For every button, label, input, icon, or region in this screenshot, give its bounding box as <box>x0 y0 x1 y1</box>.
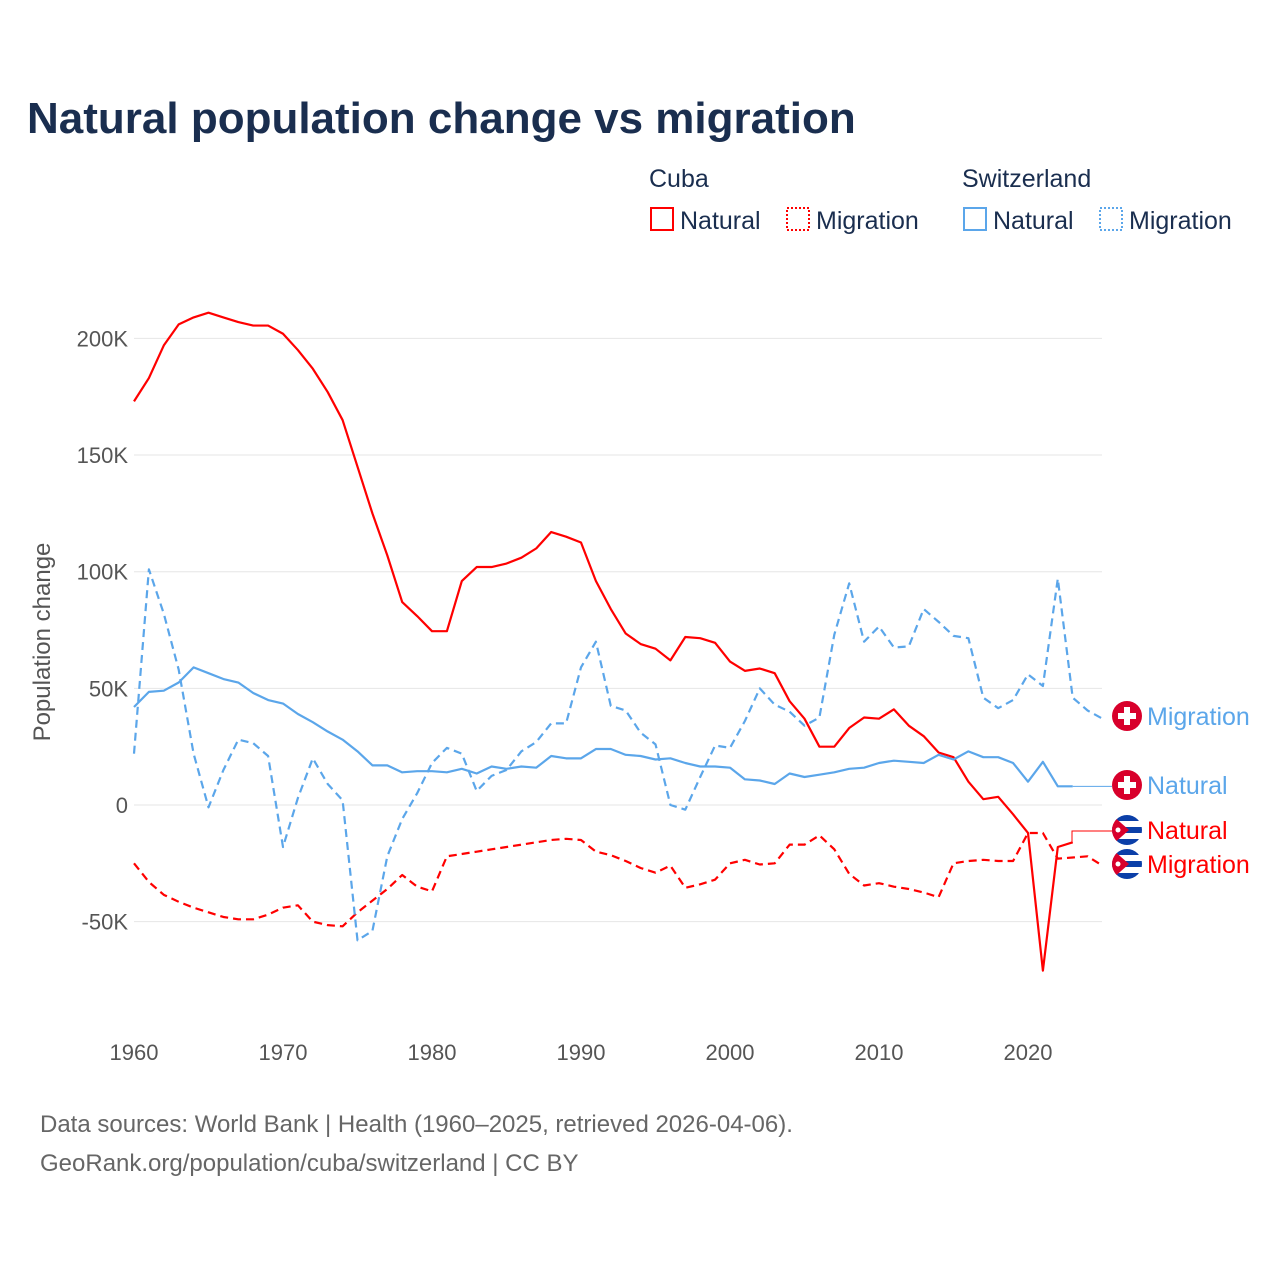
series-line-switzerland-migration <box>132 568 1104 942</box>
y-tick-label: 100K <box>77 560 129 585</box>
legend-swatch-cuba-natural <box>650 207 674 231</box>
series-line-switzerland-natural <box>133 666 1073 788</box>
legend-swatch-switzerland-migration <box>1099 207 1123 231</box>
series-line-cuba-migration <box>133 831 1104 928</box>
end-labels: Migration Natural Natural Migration <box>1112 701 1250 879</box>
y-tick-label: -50K <box>82 910 129 935</box>
x-tick-label: 1990 <box>557 1040 606 1065</box>
x-tick-label: 2000 <box>706 1040 755 1065</box>
gridlines <box>134 337 1102 923</box>
end-label-cuba-migration: Migration <box>1112 849 1250 879</box>
legend-item-switzerland-migration: Migration <box>1129 207 1232 235</box>
end-label-text: Migration <box>1147 703 1250 731</box>
legend-group-switzerland: Switzerland <box>962 165 1091 193</box>
cuba-flag-icon <box>1112 815 1142 845</box>
end-label-text: Migration <box>1147 851 1250 879</box>
cuba-flag-icon <box>1112 849 1142 879</box>
series-line-cuba-natural <box>133 311 1074 972</box>
x-tick-label: 2020 <box>1004 1040 1053 1065</box>
x-tick-label: 2010 <box>855 1040 904 1065</box>
legend-item-switzerland-natural: Natural <box>993 207 1074 235</box>
x-tick-label: 1980 <box>408 1040 457 1065</box>
leader-line <box>1071 830 1112 843</box>
y-axis: -50K 0 50K 100K 150K 200K <box>77 326 129 934</box>
y-tick-label: 200K <box>77 326 129 351</box>
footer-link[interactable]: GeoRank.org/population/cuba/switzerland … <box>40 1150 579 1177</box>
footer-source: Data sources: World Bank | Health (1960–… <box>40 1111 793 1138</box>
x-tick-label: 1970 <box>259 1040 308 1065</box>
end-label-switzerland-migration: Migration <box>1112 701 1250 731</box>
y-tick-label: 50K <box>89 676 128 701</box>
end-label-cuba-natural: Natural <box>1112 815 1228 845</box>
legend-item-cuba-migration: Migration <box>816 207 919 235</box>
x-tick-label: 1960 <box>110 1040 159 1065</box>
legend-group-cuba: Cuba <box>649 165 709 193</box>
legend-item-cuba-natural: Natural <box>680 207 761 235</box>
series-lines <box>132 311 1112 972</box>
y-tick-label: 150K <box>77 443 129 468</box>
legend-swatch-switzerland-natural <box>963 207 987 231</box>
end-label-text: Natural <box>1147 817 1228 845</box>
y-axis-label: Population change <box>29 543 56 742</box>
legend-swatch-cuba-migration <box>786 207 810 231</box>
end-label-text: Natural <box>1147 772 1228 800</box>
x-axis: 1960 1970 1980 1990 2000 2010 2020 <box>110 1040 1053 1065</box>
chart-title: Natural population change vs migration <box>27 94 856 143</box>
y-tick-label: 0 <box>116 793 128 818</box>
legend: Cuba Natural Migration Switzerland Natur… <box>649 165 1232 235</box>
end-label-switzerland-natural: Natural <box>1112 770 1228 800</box>
